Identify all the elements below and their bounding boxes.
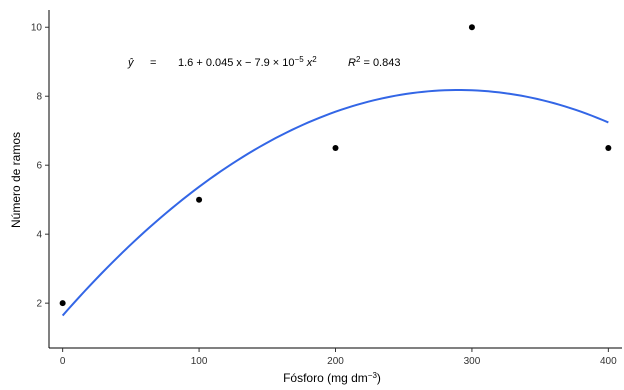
x-axis-title: Fósforo (mg dm−3): [283, 371, 381, 386]
equation-rhs: 1.6 + 0.045 x − 7.9 × 10−5 x2: [178, 55, 317, 70]
x-axis-title-sup: −3: [368, 371, 378, 380]
regression-equation: ŷ = 1.6 + 0.045 x − 7.9 × 10−5 x2 R2 = 0…: [127, 55, 400, 70]
data-point: [468, 24, 475, 31]
equation-rhs-tail: x: [304, 57, 313, 69]
data-points: [59, 24, 612, 307]
data-point: [59, 300, 66, 307]
equation-r2-sup: 2: [356, 55, 361, 64]
data-point: [196, 196, 203, 203]
y-tick-label: 6: [36, 161, 42, 172]
equation-rhs-exp: −5: [295, 55, 305, 64]
y-tick-label: 4: [36, 230, 42, 241]
equation-r2-value: = 0.843: [360, 57, 400, 69]
equation-rhs-sq: 2: [312, 55, 317, 64]
equation-yhat: ŷ: [127, 57, 135, 69]
x-tick-label: 0: [60, 356, 66, 367]
y-ticks: 2 4 6 8 10: [31, 23, 49, 310]
data-point: [332, 144, 339, 151]
x-tick-label: 100: [191, 356, 208, 367]
x-ticks: 0 100 200 300 400: [60, 348, 617, 367]
equation-equals: =: [150, 57, 156, 69]
x-axis-title-main: Fósforo (mg dm: [283, 371, 368, 385]
fit-curve: [61, 89, 609, 317]
equation-r2-R: R: [348, 57, 356, 69]
y-tick-label: 2: [36, 299, 42, 310]
equation-rhs-main: 1.6 + 0.045 x − 7.9 × 10: [178, 57, 295, 69]
y-tick-label: 10: [31, 23, 43, 34]
axes: [48, 10, 622, 349]
x-tick-label: 300: [464, 356, 481, 367]
x-tick-label: 400: [600, 356, 617, 367]
y-axis-title: Número de ramos: [9, 132, 23, 228]
data-point: [605, 144, 612, 151]
y-tick-label: 8: [36, 92, 42, 103]
x-tick-label: 200: [327, 356, 344, 367]
equation-r2: R2 = 0.843: [348, 55, 400, 70]
x-axis-title-close: ): [377, 371, 381, 385]
